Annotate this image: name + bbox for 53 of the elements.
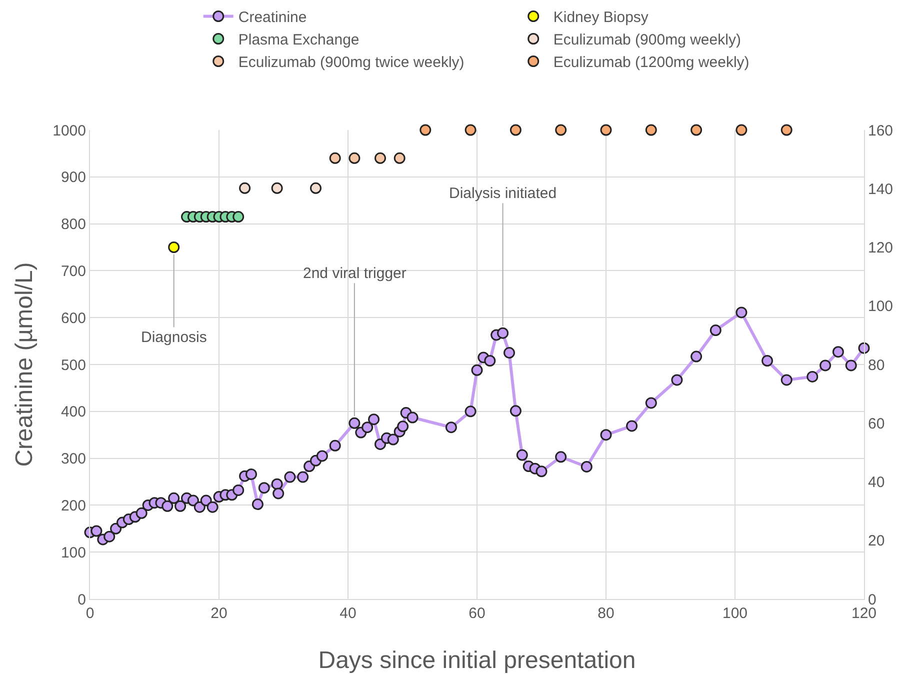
y-tick-label: 500 bbox=[60, 356, 86, 374]
point bbox=[645, 124, 657, 136]
y2-tick-label: 140 bbox=[868, 180, 894, 198]
y-tick-label: 300 bbox=[60, 450, 86, 468]
point bbox=[420, 124, 432, 136]
point bbox=[394, 152, 406, 164]
x-tick-label: 20 bbox=[210, 605, 228, 622]
point bbox=[232, 211, 244, 223]
point bbox=[555, 124, 567, 136]
annotation: Dialysis initiated bbox=[449, 185, 557, 202]
point bbox=[168, 242, 180, 253]
annotation: Diagnosis bbox=[141, 329, 207, 346]
y-tick-label: 400 bbox=[60, 404, 86, 421]
legend-label: Plasma Exchange bbox=[238, 32, 360, 49]
y-tick-label: 1000 bbox=[52, 122, 86, 140]
x-tick-label: 80 bbox=[598, 605, 614, 622]
y2-tick-label: 120 bbox=[868, 240, 894, 256]
annotation: 2nd viral trigger bbox=[303, 265, 406, 282]
legend-label: Eculizumab (900mg weekly) bbox=[553, 32, 741, 49]
point bbox=[736, 124, 748, 136]
legend-label: Eculizumab (1200mg weekly) bbox=[553, 54, 750, 72]
y-tick-label: 700 bbox=[60, 262, 86, 280]
y2-tick-label: 40 bbox=[868, 474, 885, 491]
point bbox=[780, 124, 792, 136]
point bbox=[374, 152, 386, 164]
point bbox=[464, 124, 476, 136]
y2-tick-label: 60 bbox=[868, 415, 885, 432]
point bbox=[329, 152, 341, 164]
y2-tick-label: 80 bbox=[868, 356, 885, 374]
point bbox=[600, 124, 612, 136]
point bbox=[348, 152, 360, 164]
x-tick-label: 40 bbox=[340, 605, 356, 622]
point bbox=[310, 182, 322, 194]
legend-label: Kidney Biopsy bbox=[553, 9, 649, 26]
y2-tick-label: 160 bbox=[868, 122, 894, 140]
legend-label: Creatinine bbox=[238, 9, 307, 26]
point bbox=[239, 182, 251, 194]
y-axis-title: Creatinine (µmol/L) bbox=[11, 262, 38, 467]
y-tick-label: 800 bbox=[60, 216, 86, 234]
y-tick-label: 100 bbox=[60, 544, 86, 562]
x-axis-title: Days since initial presentation bbox=[318, 647, 636, 674]
x-tick-label: 60 bbox=[468, 605, 486, 622]
y-tick-label: 900 bbox=[60, 169, 86, 186]
x-tick-label: 100 bbox=[722, 605, 748, 622]
y-tick-label: 0 bbox=[78, 591, 86, 608]
y-tick-label: 200 bbox=[60, 497, 86, 514]
y-tick-label: 600 bbox=[60, 310, 86, 327]
legend-label: Eculizumab (900mg twice weekly) bbox=[238, 54, 464, 72]
y2-tick-label: 20 bbox=[868, 532, 885, 550]
point bbox=[271, 182, 283, 194]
point bbox=[510, 124, 522, 136]
y2-tick-label: 100 bbox=[868, 298, 894, 316]
point bbox=[690, 124, 702, 136]
